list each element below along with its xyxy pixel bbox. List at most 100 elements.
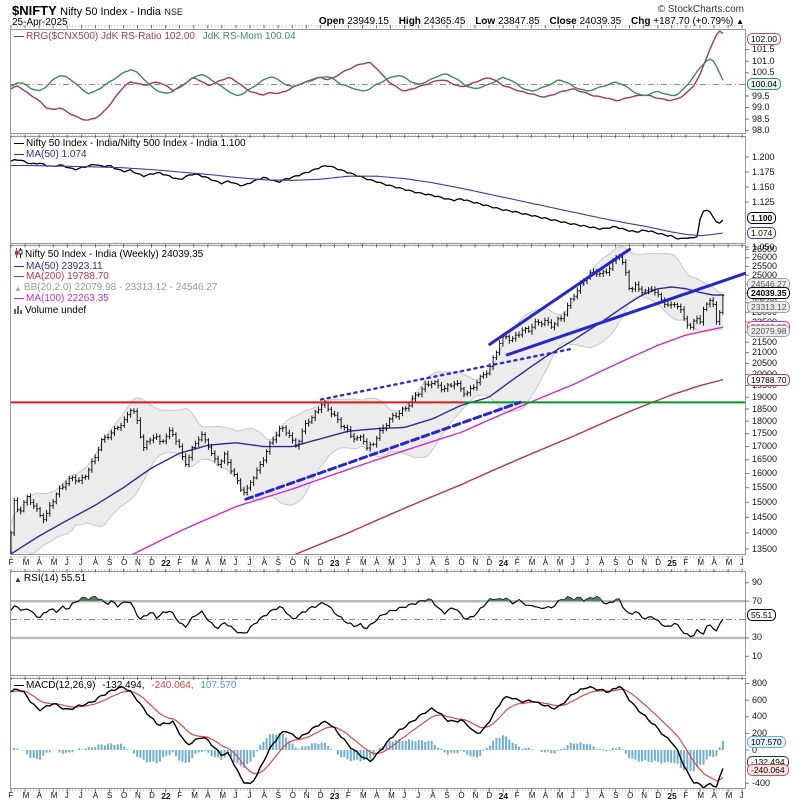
ohlc-quote: Open 23949.15 High 24365.45 Low 23847.85…: [312, 16, 744, 27]
x-axis-month-label: J: [739, 790, 744, 800]
low-label: Low: [475, 16, 496, 27]
x-axis-month-label: N: [135, 557, 141, 567]
y-axis-tick-label: 19000: [752, 391, 778, 402]
x-axis-month-label: A: [599, 790, 605, 800]
price-legend: Nifty 50 Index - India (Weekly) 24039.35…: [14, 248, 217, 317]
y-axis-tick-label: 98.0: [752, 125, 770, 136]
y-axis-tick-label: 15500: [752, 482, 778, 493]
current-value-label: -240.064: [747, 764, 789, 777]
current-value-label: 55.51: [747, 609, 777, 621]
x-axis-month-label: M: [556, 557, 564, 567]
y-axis-tick-label: 1.200: [752, 151, 775, 162]
ratio-legend-text: Nifty 50 Index - India/Nifty 500 Index -…: [26, 138, 246, 149]
y-axis-tick-label: 98.5: [752, 113, 770, 124]
x-axis-month-label: A: [430, 790, 436, 800]
x-axis-month-label: A: [205, 790, 211, 800]
macd-panel: [10, 678, 746, 789]
x-axis-month-label: N: [472, 557, 479, 567]
x-axis-month-label: S: [106, 790, 113, 800]
x-axis-month-label: O: [458, 790, 465, 800]
y-axis-tick-label: 26000: [752, 252, 778, 263]
ma100-line-icon: —: [14, 293, 24, 304]
bb-legend-text: BB(20,2.0) 22079.98 - 23313.12 - 24546.2…: [23, 281, 218, 293]
y-axis-tick-label: 14500: [752, 511, 778, 522]
x-axis-month-label: M: [22, 790, 30, 800]
y-axis-tick-label: 15000: [752, 496, 778, 507]
x-axis-month-label: M: [697, 790, 705, 800]
x-axis-month-label: J: [78, 557, 83, 567]
x-axis-month-label: J: [416, 557, 421, 567]
x-axis-month-label: M: [191, 557, 198, 567]
y-axis-tick-label: 1.150: [752, 181, 775, 192]
y-axis-tick-label: 100.5: [752, 67, 775, 78]
ma50-line-icon: —: [14, 260, 24, 272]
x-axis-month-label: A: [711, 557, 717, 567]
x-axis-year-label: 22: [161, 557, 171, 568]
x-axis-month-label: S: [613, 790, 619, 800]
current-value-label: 22079.98: [747, 324, 791, 337]
y-axis-tick-label: 10: [752, 650, 763, 661]
rsi-legend: ▲ RSI(14) 55.51: [14, 573, 86, 586]
x-axis-month-label: S: [275, 557, 281, 567]
x-axis-month-label: N: [135, 790, 141, 800]
y-axis-tick-label: 25000: [752, 269, 778, 280]
x-axis-month-label: J: [570, 557, 575, 567]
y-axis-tick-label: 400: [752, 711, 768, 722]
y-axis-tick-label: 70: [752, 595, 763, 606]
x-axis-month-label: M: [50, 790, 58, 800]
chg-label: Chg: [631, 16, 651, 27]
low-value: 23847.85: [497, 16, 540, 27]
x-axis-month-label: M: [50, 557, 58, 567]
x-axis-month-label: M: [219, 557, 227, 567]
x-axis-month-label: N: [303, 557, 310, 567]
x-axis-month-label: A: [36, 557, 42, 567]
x-axis-month-label: A: [92, 557, 99, 567]
x-axis-year-label: 25: [667, 557, 677, 568]
ma50-legend-text: MA(50) 23923.11: [26, 260, 103, 272]
x-axis-month-label: J: [247, 790, 252, 800]
x-axis-month-label: M: [219, 790, 227, 800]
y-axis-tick-label: 21500: [752, 336, 778, 347]
x-axis-month-label: J: [570, 790, 575, 800]
y-axis-tick-label: 20500: [752, 357, 778, 368]
x-axis-month-label: J: [739, 557, 744, 567]
x-axis-year-label: 24: [498, 790, 509, 801]
y-axis-tick-label: 21000: [752, 347, 778, 358]
x-axis-month-label: M: [725, 790, 733, 800]
x-axis-month-label: F: [345, 557, 351, 567]
x-axis-month-label: O: [121, 557, 128, 567]
x-axis-month-label: J: [64, 790, 69, 800]
y-axis-tick-label: 13500: [752, 543, 778, 554]
y-axis-tick-label: -400: [752, 777, 771, 788]
x-axis-month-label: M: [191, 790, 198, 800]
high-label: High: [398, 16, 421, 27]
x-axis-month-label: A: [599, 557, 605, 567]
x-axis-month-label: S: [275, 790, 281, 800]
x-axis-month-label: A: [92, 790, 99, 800]
y-axis-tick-label: 1.175: [752, 166, 775, 177]
x-axis-month-label: N: [641, 790, 647, 800]
x-axis-month-label: M: [528, 790, 536, 800]
x-axis-month-label: D: [317, 557, 324, 567]
current-value-label: 19788.70: [747, 373, 791, 386]
exchange: NSE: [164, 7, 183, 17]
close-label: Close: [549, 16, 577, 27]
macd-name-text: MACD(12,26,9): [26, 680, 96, 691]
chg-up-arrow-icon: ▲: [736, 17, 744, 26]
x-axis-month-label: S: [444, 557, 450, 567]
y-axis-tick-label: 1.125: [752, 196, 775, 207]
y-axis-tick-label: 90: [752, 577, 763, 588]
x-axis-month-label: M: [388, 790, 395, 800]
y-axis-tick-label: 30: [752, 632, 763, 643]
x-axis-year-label: 23: [329, 557, 340, 568]
x-axis-month-label: A: [36, 790, 42, 800]
x-axis-month-label: O: [289, 557, 296, 567]
y-axis-tick-label: 800: [752, 678, 768, 689]
macd-hist-value: 107.570: [200, 680, 237, 691]
x-axis-month-label: J: [78, 790, 83, 800]
current-value-label: 100.04: [747, 78, 781, 90]
x-axis-year-label: 25: [667, 790, 677, 801]
x-axis-month-label: J: [233, 790, 238, 800]
x-axis-month-label: O: [627, 790, 634, 800]
